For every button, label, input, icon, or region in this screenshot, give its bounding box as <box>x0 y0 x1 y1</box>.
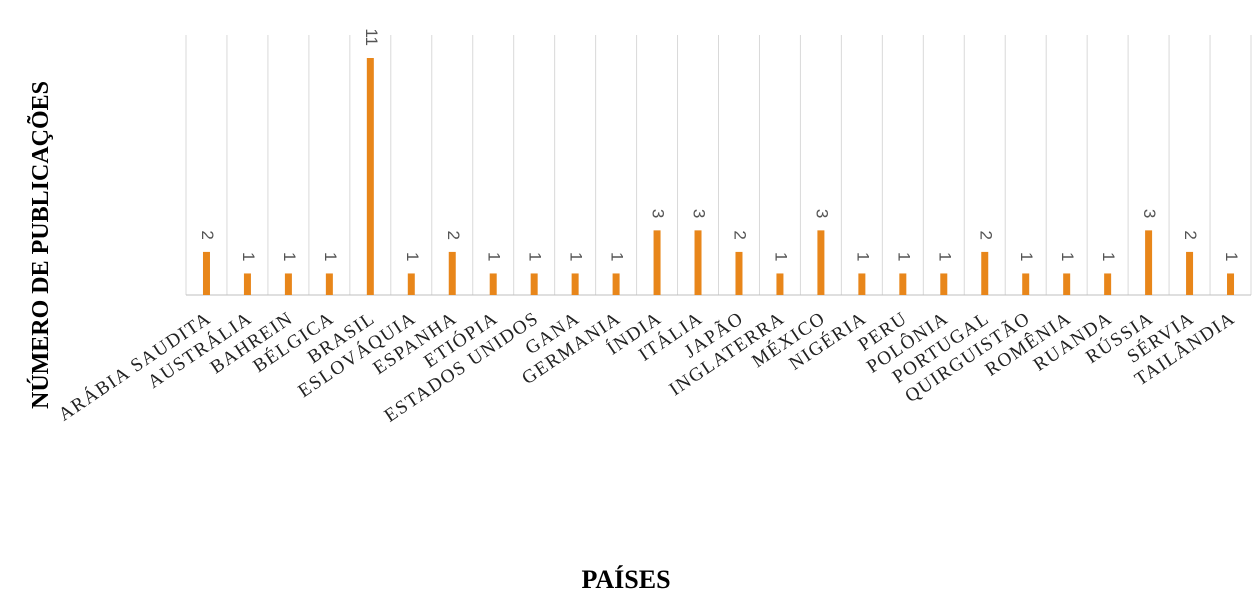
data-label: 1 <box>485 252 504 261</box>
bar <box>407 273 415 295</box>
data-label: 1 <box>239 252 258 261</box>
x-axis-title: PAÍSES <box>581 565 670 594</box>
bar <box>1227 273 1235 295</box>
data-label: 1 <box>771 252 790 261</box>
data-label: 1 <box>526 252 545 261</box>
bar <box>653 230 661 295</box>
data-label: 3 <box>690 209 709 218</box>
data-label: 1 <box>1058 252 1077 261</box>
bar <box>489 273 497 295</box>
bar <box>735 251 743 295</box>
bar <box>612 273 620 295</box>
bar <box>448 251 456 295</box>
bar <box>776 273 784 295</box>
data-label: 2 <box>444 230 463 239</box>
bar <box>530 273 538 295</box>
bars <box>202 58 1235 295</box>
bar <box>981 251 989 295</box>
data-label: 3 <box>812 209 831 218</box>
data-label: 1 <box>894 252 913 261</box>
bar <box>243 273 251 295</box>
data-label: 1 <box>1099 252 1118 261</box>
bar <box>1186 251 1194 295</box>
data-label: 3 <box>649 209 668 218</box>
data-label: 2 <box>1181 230 1200 239</box>
bar <box>325 273 333 295</box>
data-label: 1 <box>608 252 627 261</box>
bar <box>899 273 907 295</box>
data-label: 1 <box>403 252 422 261</box>
y-axis-title: NÚMERO DE PUBLICAÇÕES <box>28 81 54 409</box>
data-label: 1 <box>567 252 586 261</box>
bar <box>571 273 579 295</box>
data-label: 2 <box>976 230 995 239</box>
data-label: 1 <box>1017 252 1036 261</box>
data-label: 1 <box>853 252 872 261</box>
data-label: 1 <box>1222 252 1241 261</box>
gridlines <box>185 35 1252 295</box>
bar <box>1063 273 1071 295</box>
bar <box>858 273 866 295</box>
bar <box>817 230 825 295</box>
data-label: 2 <box>730 230 749 239</box>
data-label: 11 <box>362 28 381 46</box>
bar <box>694 230 702 295</box>
data-label: 1 <box>280 252 299 261</box>
bar <box>1104 273 1112 295</box>
bar <box>284 273 292 295</box>
bar <box>1022 273 1030 295</box>
x-tick-labels: ARÁBIA SAUDITAAUSTRÁLIABAHREINBÉLGICABRA… <box>54 307 1239 427</box>
bar <box>366 58 374 295</box>
data-label: 1 <box>321 252 340 261</box>
bar <box>1145 230 1153 295</box>
data-label: 2 <box>198 230 217 239</box>
bar <box>202 251 210 295</box>
data-label: 1 <box>935 252 954 261</box>
bar <box>940 273 948 295</box>
data-label: 3 <box>1140 209 1159 218</box>
